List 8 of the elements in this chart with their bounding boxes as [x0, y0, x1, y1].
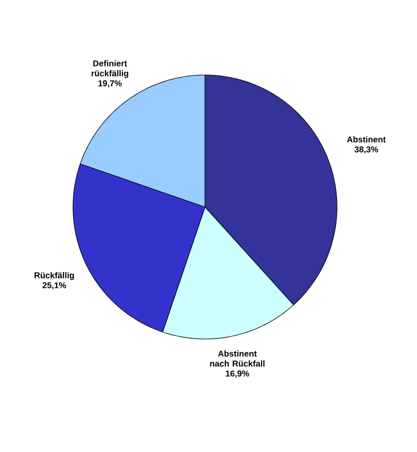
slice-label: Abstinent [346, 136, 386, 142]
slice-label: Definiert rückfällig [92, 60, 128, 78]
data-label: 16,9% [226, 370, 250, 378]
slice-label: Abstinent nach Rückfall [210, 350, 264, 367]
data-label: 19,7% [98, 80, 122, 88]
data-label: 25,1% [42, 282, 66, 290]
data-label: 38,3% [354, 146, 378, 154]
slice-label: Rückfällig [34, 272, 74, 280]
